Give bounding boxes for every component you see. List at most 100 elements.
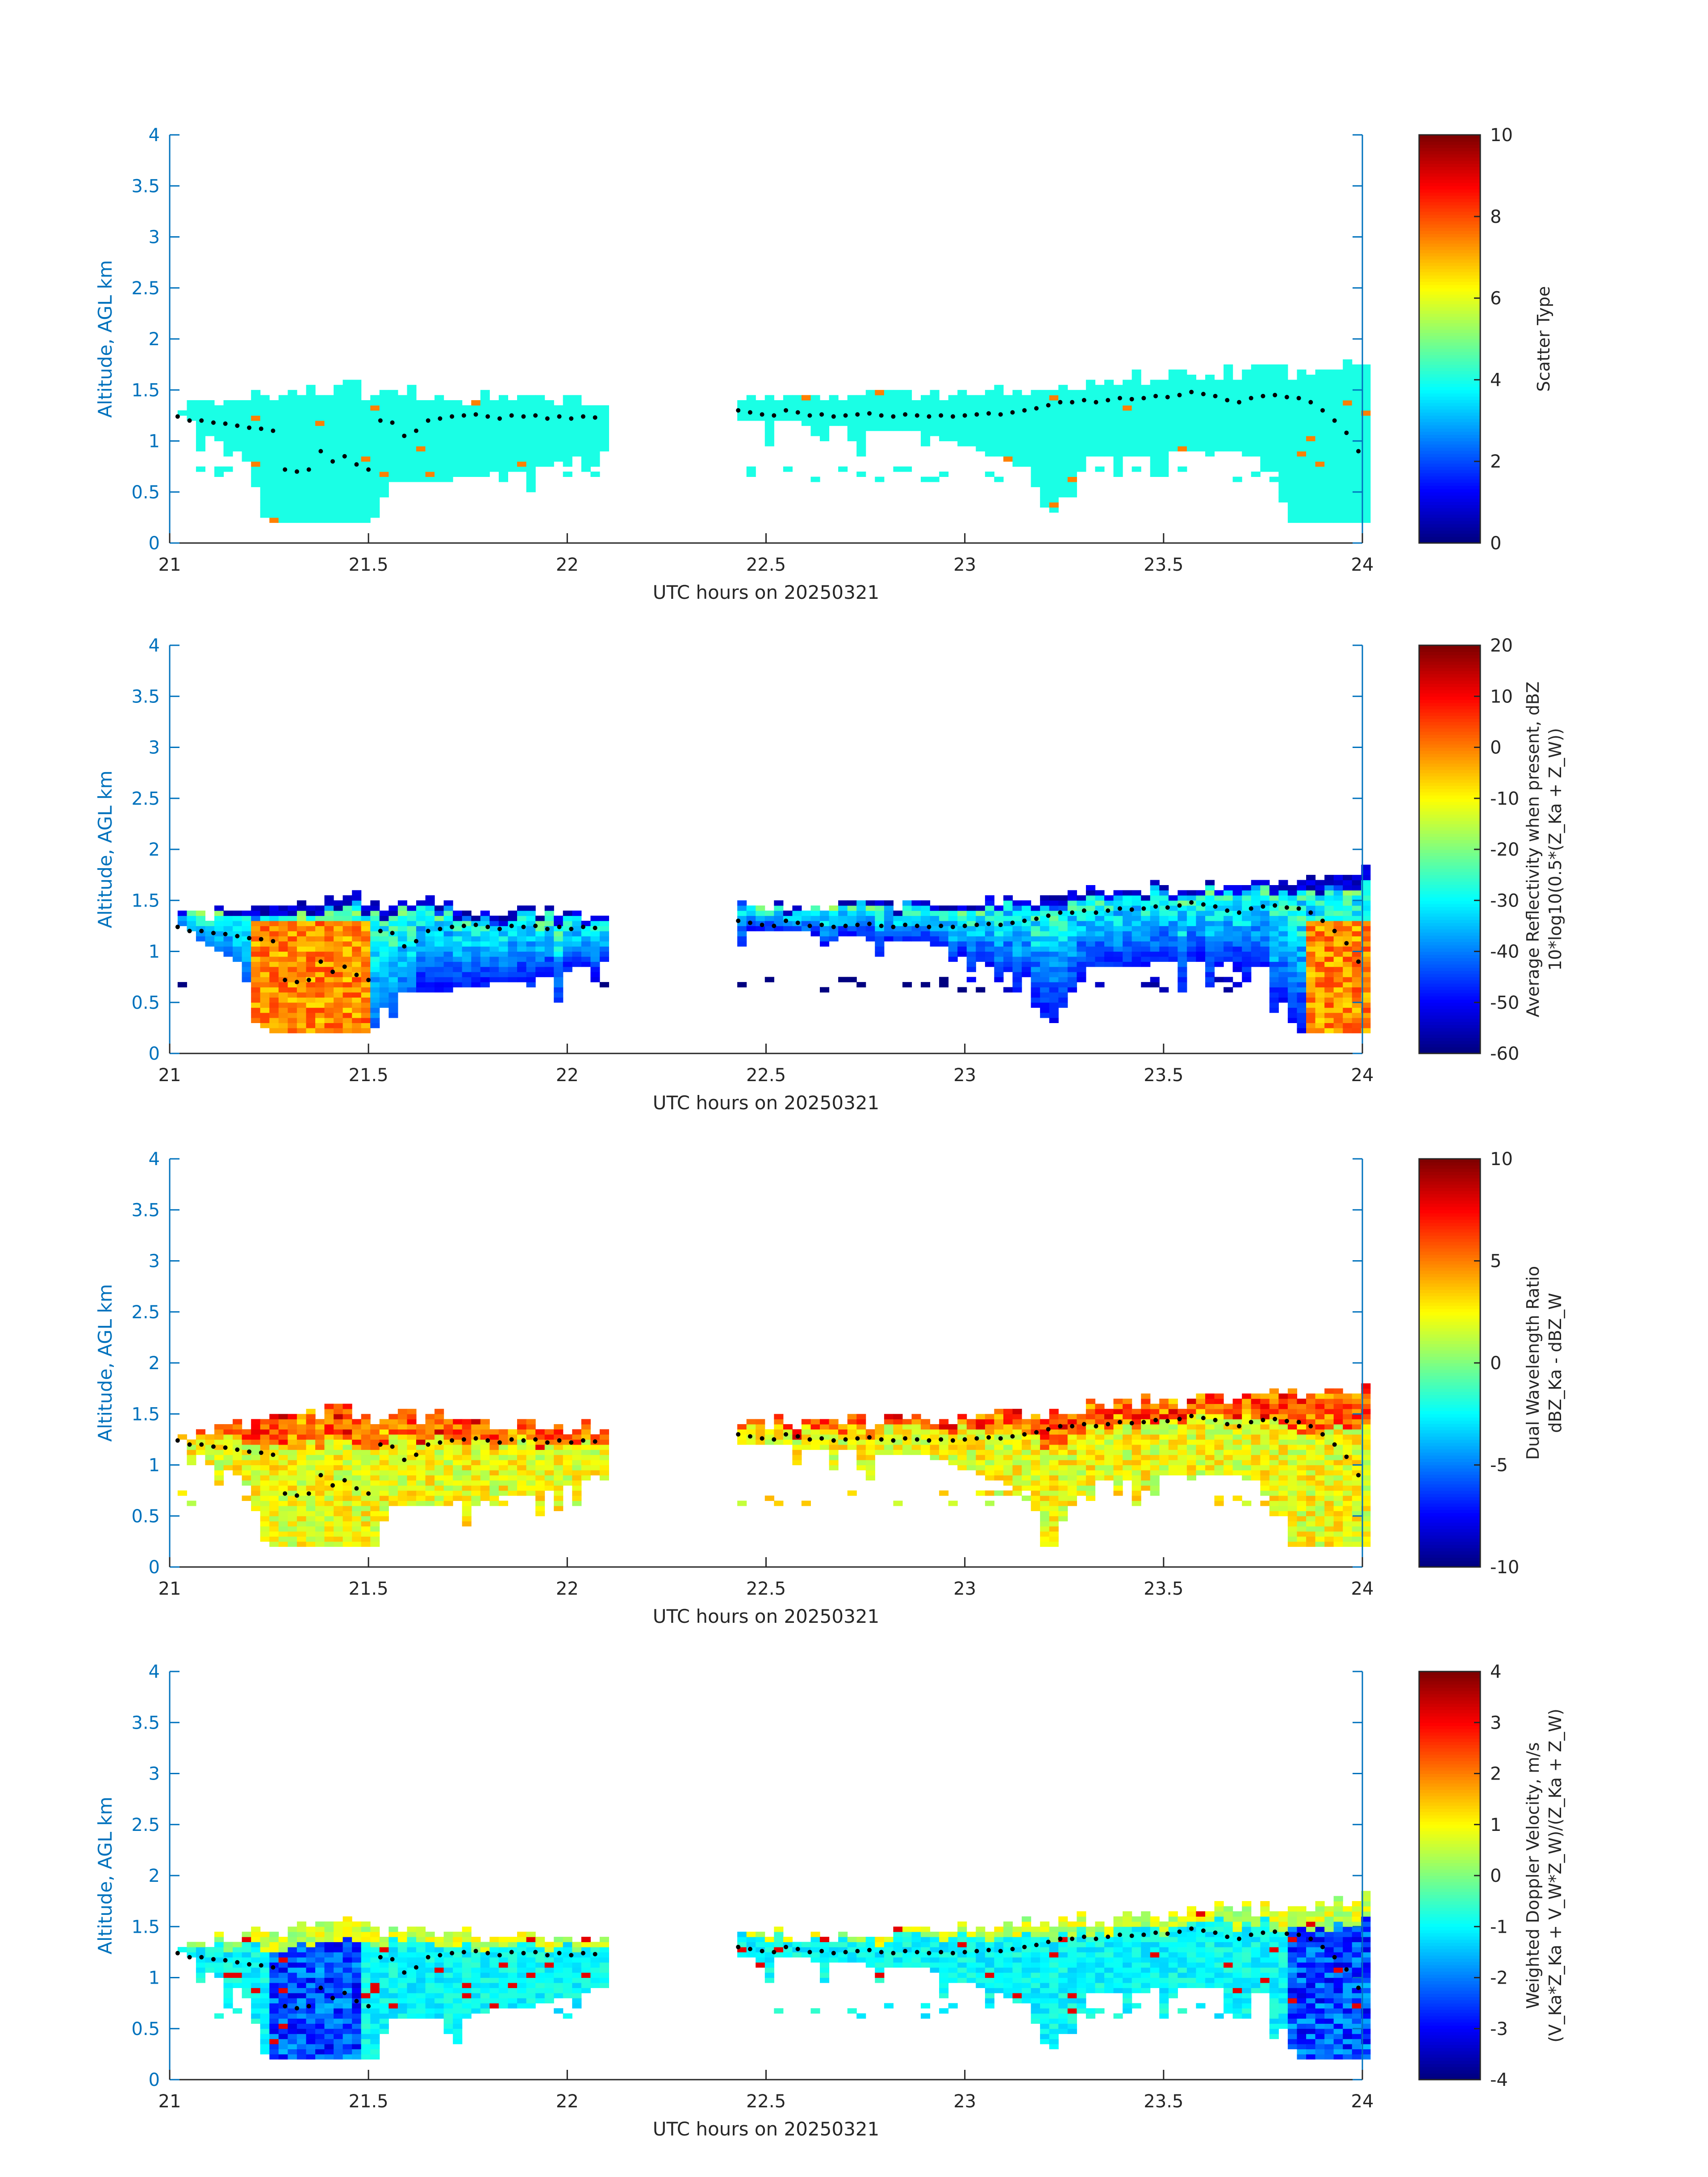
heatmap-cell: [1031, 977, 1040, 982]
colorbar-swatch: [1419, 738, 1480, 741]
heatmap-cell: [397, 1424, 407, 1430]
heatmap-cell: [856, 900, 866, 906]
heatmap-cell: [288, 1460, 297, 1466]
cloud-base-point: [461, 413, 466, 418]
heatmap-cell: [498, 920, 508, 926]
heatmap-cell: [526, 405, 536, 411]
cloud-base-point: [521, 924, 526, 929]
heatmap-cell: [233, 430, 242, 436]
heatmap-cell: [1031, 905, 1040, 911]
colorbar-swatch: [1419, 444, 1480, 448]
heatmap-cell: [939, 931, 949, 936]
heatmap-cell: [1123, 390, 1132, 396]
heatmap-cell: [288, 1002, 297, 1008]
heatmap-cell: [269, 420, 279, 426]
heatmap-cell: [269, 1480, 279, 1486]
heatmap-cell: [370, 900, 380, 906]
heatmap-cell: [1086, 441, 1095, 447]
colorbar-swatch: [1419, 214, 1480, 218]
cloud-base-point: [1189, 389, 1194, 394]
heatmap-cell: [251, 905, 261, 911]
heatmap-cell: [1306, 926, 1316, 932]
cloud-base-point: [283, 467, 288, 472]
heatmap-cell: [875, 426, 885, 431]
heatmap-cell: [1324, 441, 1334, 447]
heatmap-cell: [342, 1439, 352, 1445]
heatmap-cell: [453, 400, 463, 406]
heatmap-cell: [269, 451, 279, 457]
cloud-base-point: [1082, 908, 1086, 913]
heatmap-cell: [930, 920, 940, 926]
heatmap-cell: [462, 911, 472, 916]
heatmap-cell: [370, 931, 380, 936]
heatmap-cell: [251, 956, 261, 962]
heatmap-cell: [425, 905, 435, 911]
heatmap-cell: [1352, 905, 1361, 911]
heatmap-cell: [554, 441, 564, 447]
heatmap-cell: [471, 436, 481, 442]
heatmap-cell: [1095, 915, 1105, 921]
heatmap-cell: [296, 512, 306, 518]
heatmap-cell: [1077, 446, 1086, 451]
heatmap-cell: [1361, 395, 1371, 401]
heatmap-cell: [462, 951, 472, 957]
heatmap-cell: [994, 426, 1004, 431]
heatmap-cell: [260, 1023, 270, 1028]
heatmap-cell: [1022, 420, 1031, 426]
heatmap-cell: [1214, 946, 1224, 952]
heatmap-cell: [288, 1505, 297, 1511]
heatmap-cell: [544, 405, 554, 411]
heatmap-cell: [296, 1490, 306, 1496]
heatmap-cell: [288, 1485, 297, 1491]
heatmap-cell: [498, 966, 508, 972]
cloud-base-point: [485, 924, 490, 929]
heatmap-cell: [434, 476, 444, 482]
heatmap-cell: [315, 931, 325, 936]
heatmap-cell: [425, 1485, 435, 1491]
heatmap-cell: [1361, 900, 1371, 906]
heatmap-cell: [352, 900, 362, 906]
heatmap-cell: [1205, 375, 1215, 380]
heatmap-cell: [388, 426, 398, 431]
heatmap-cell: [315, 1511, 325, 1517]
heatmap-cell: [1333, 451, 1343, 457]
cloud-base-point: [378, 418, 383, 423]
colorbar-swatch: [1419, 798, 1480, 802]
heatmap-cell: [407, 926, 417, 932]
colorbar-swatch: [1419, 332, 1480, 336]
heatmap-cell: [315, 481, 325, 487]
colorbar-swatch: [1419, 469, 1480, 473]
heatmap-cell: [1012, 987, 1022, 993]
heatmap-cell: [269, 415, 279, 421]
heatmap-cell: [1287, 384, 1297, 390]
heatmap-cell: [939, 472, 949, 477]
heatmap-cell: [388, 1450, 398, 1455]
heatmap-cell: [242, 911, 251, 916]
heatmap-cell: [1269, 410, 1279, 416]
heatmap-cell: [1159, 931, 1169, 936]
heatmap-cell: [1022, 446, 1031, 451]
heatmap-cell: [471, 1460, 481, 1466]
colorbar-swatch: [1419, 301, 1480, 305]
heatmap-cell: [471, 1480, 481, 1486]
heatmap-cell: [260, 1500, 270, 1506]
heatmap-cell: [930, 941, 940, 947]
heatmap-cell: [1141, 441, 1151, 447]
heatmap-cell: [1150, 390, 1160, 396]
heatmap-cell: [1003, 395, 1013, 401]
heatmap-cell: [260, 507, 270, 513]
heatmap-cell: [379, 410, 389, 416]
heatmap-cell: [1333, 1002, 1343, 1008]
heatmap-cell: [361, 1531, 371, 1537]
heatmap-cell: [388, 941, 398, 947]
heatmap-cell: [251, 966, 261, 972]
heatmap-cell: [1297, 982, 1307, 988]
heatmap-cell: [1278, 890, 1288, 896]
heatmap-cell: [269, 1424, 279, 1430]
heatmap-cell: [407, 472, 417, 477]
heatmap-cell: [434, 946, 444, 952]
heatmap-cell: [1361, 1018, 1371, 1023]
heatmap-cell: [324, 1521, 334, 1527]
heatmap-cell: [379, 1485, 389, 1491]
heatmap-cell: [1159, 461, 1169, 467]
